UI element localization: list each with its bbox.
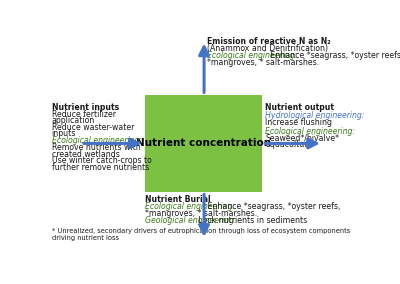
Text: Hydrological engineering:: Hydrological engineering:	[266, 112, 365, 120]
Text: Ecological engineering:: Ecological engineering:	[266, 127, 356, 135]
Text: further remove nutrients: further remove nutrients	[52, 163, 149, 172]
Text: Ecological engineering:: Ecological engineering:	[144, 202, 234, 211]
Text: Enhance *seagrass, *oyster reefs,: Enhance *seagrass, *oyster reefs,	[268, 51, 400, 60]
Text: created wetlands: created wetlands	[52, 150, 120, 158]
Text: Reduce waster-water: Reduce waster-water	[52, 123, 134, 132]
Text: Enhance *seagrass, *oyster reefs,: Enhance *seagrass, *oyster reefs,	[205, 202, 340, 211]
Text: Seaweed*/bivalve*: Seaweed*/bivalve*	[266, 133, 340, 142]
Text: Nutrient concentration: Nutrient concentration	[136, 138, 271, 149]
Text: *mangroves, * salt-marshes.: *mangroves, * salt-marshes.	[206, 58, 319, 67]
Text: inputs: inputs	[52, 129, 76, 138]
Text: application: application	[52, 116, 95, 125]
Text: Remove nutrients with: Remove nutrients with	[52, 143, 140, 152]
Text: (Anammox and Denitrification): (Anammox and Denitrification)	[206, 44, 328, 53]
Text: Nutrient inputs: Nutrient inputs	[52, 103, 119, 112]
Text: Increase flushing: Increase flushing	[266, 118, 332, 127]
Text: * Unrealized, secondary drivers of eutrophication through loss of ecosystem comp: * Unrealized, secondary drivers of eutro…	[52, 227, 350, 241]
Text: Geological engineering:: Geological engineering:	[144, 216, 236, 225]
Text: Emission of reactive N as N₂: Emission of reactive N as N₂	[206, 37, 330, 46]
Text: Lock nutrients in sediments: Lock nutrients in sediments	[196, 216, 307, 225]
Text: Ecological engineering:: Ecological engineering:	[52, 136, 142, 145]
Text: Nutrient output: Nutrient output	[266, 103, 334, 112]
Text: aquaculture: aquaculture	[266, 140, 313, 149]
Text: Reduce fertilizer: Reduce fertilizer	[52, 110, 116, 118]
Text: Use winter catch-crops to: Use winter catch-crops to	[52, 156, 151, 165]
Text: Nutrient Burial: Nutrient Burial	[144, 195, 210, 204]
Bar	[144, 95, 262, 191]
Text: Ecological engineering:: Ecological engineering:	[206, 51, 296, 60]
Text: *mangroves, * salt-marshes.: *mangroves, * salt-marshes.	[144, 208, 257, 218]
